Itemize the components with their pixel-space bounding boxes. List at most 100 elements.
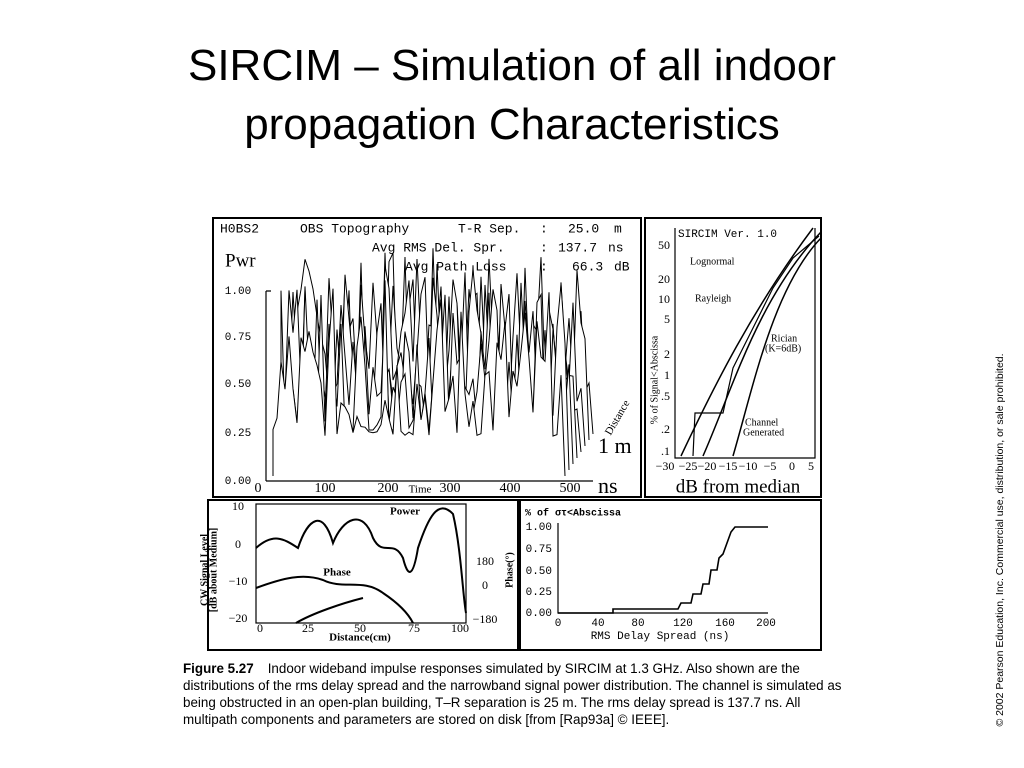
slide-title: SIRCIM – Simulation of all indoor propag… (187, 41, 837, 149)
axis (265, 290, 593, 482)
x-tick-label: 75 (408, 621, 420, 635)
x-tick-label: 160 (715, 618, 735, 630)
curve-label: Generated (743, 427, 784, 438)
header-text: Avg Path Loss (405, 259, 506, 274)
y-label: CW Signal Level (200, 534, 210, 606)
depth-label: Distance (603, 398, 633, 437)
y2-label: Phase(°) (504, 552, 515, 588)
header-text: ns (608, 240, 624, 255)
x-tick-label: −30 (656, 459, 675, 473)
cdf-curve (702, 231, 822, 457)
x-label: Time (409, 484, 432, 496)
header-text: m (614, 221, 622, 236)
x-tick-label: 200 (756, 618, 776, 630)
y-tick-label: .1 (661, 444, 670, 458)
y-tick-label: 10 (658, 292, 670, 306)
curve-label: (K=6dB) (765, 343, 801, 354)
header-text: OBS Topography (300, 221, 409, 236)
y-label: % of Signal<Abscissa (649, 335, 660, 424)
y-tick-label: 0.50 (225, 379, 251, 391)
y-tick-label: 0.25 (526, 587, 552, 599)
y-tick-label: −10 (229, 574, 248, 588)
x-tick-label: −15 (719, 459, 738, 473)
y-tick-label: −20 (229, 611, 248, 625)
y-label: [dB about Medium] (208, 528, 219, 612)
x-tick-label: 400 (500, 481, 521, 496)
axis (557, 523, 768, 614)
y-tick-label: 0.00 (225, 476, 251, 488)
copyright: © 2002 Pearson Education, Inc. Commercia… (994, 353, 1006, 727)
y2-tick-label: −180 (473, 612, 498, 626)
y-tick-label: 10 (232, 499, 244, 513)
header-text: 66.3 (572, 259, 603, 274)
plot-frame (255, 503, 467, 624)
y-tick-label: 5 (664, 312, 670, 326)
x-tick-label: 0 (255, 481, 262, 496)
x-tick-label: 25 (302, 621, 314, 635)
caption-label: Figure 5.27 (183, 661, 254, 676)
x-tick-label: −25 (679, 459, 698, 473)
y2-tick-label: 0 (482, 578, 488, 592)
caption: Figure 5.27 Indoor wideband impulse respo… (183, 660, 851, 728)
x-tick-label: 500 (560, 481, 581, 496)
x-tick-label: 40 (591, 618, 604, 630)
y-tick-label: 0.50 (526, 566, 552, 578)
curve-label: Rayleigh (695, 293, 731, 304)
y-tick-label: 20 (658, 272, 670, 286)
x-tick-label: 0 (789, 459, 795, 473)
x-tick-label: 80 (631, 618, 644, 630)
y-tick-label: 0.00 (526, 608, 552, 620)
y-tick-label: 0 (235, 537, 241, 551)
x-tick-label: 100 (315, 481, 336, 496)
x-tick-label: 200 (378, 481, 399, 496)
header-text: H0BS2 (220, 221, 259, 236)
header-text: T-R Sep. (458, 221, 520, 236)
y-tick-label: 1.00 (526, 522, 552, 534)
header-text: dB (614, 259, 630, 274)
axis (674, 228, 816, 459)
x-tick-label: 50 (354, 621, 366, 635)
figure-body: H0BS2 OBS Topography T-R Sep.: 25.0 m Avg RMS… (200, 217, 822, 651)
cdf-curve (732, 237, 822, 457)
y-tick-label: 0.75 (526, 544, 552, 556)
header-text: : (540, 259, 548, 274)
figure: H0BS2 OBS Topography T-R Sep.: 25.0 m Avg RMS… (200, 217, 822, 651)
caption-text: Indoor wideband impulse responses simula… (183, 661, 842, 727)
x-label: dB from median (676, 476, 801, 497)
delay-cdf (558, 526, 768, 614)
panel-border (644, 217, 822, 498)
x-label: RMS Delay Spread (ns) (591, 631, 730, 643)
panel-border (212, 217, 642, 498)
panel-border (207, 499, 519, 651)
x-tick-label: −20 (698, 459, 717, 473)
x-tick-label: −10 (739, 459, 758, 473)
x-tick-label: 0 (257, 621, 263, 635)
header-text: : (540, 240, 548, 255)
y-tick-label: 50 (658, 238, 670, 252)
y2-tick-label: 180 (476, 554, 494, 568)
x-label: Distance(cm) (329, 632, 391, 644)
x-tick-label: 5 (808, 459, 814, 473)
y-label: Pwr (225, 250, 256, 271)
x-tick-label: 0 (555, 618, 562, 630)
y-tick-label: 1 (664, 368, 670, 382)
header-text: 137.7 (558, 240, 597, 255)
x-tick-label: 100 (451, 621, 469, 635)
power-curve (255, 507, 467, 614)
depth-value: 1 m (598, 433, 632, 458)
curve-label: Channel (745, 417, 779, 428)
y-tick-label: 1.00 (225, 286, 251, 298)
waveform (272, 288, 566, 477)
x-tick-label: −5 (764, 459, 777, 473)
curve-label: Lognormal (690, 256, 735, 267)
panel-title: SIRCIM Ver. 1.0 (678, 229, 777, 241)
curve-label: Power (390, 506, 420, 518)
y-label: % of στ<Abscissa (525, 508, 621, 520)
y-tick-label: 0.25 (225, 428, 251, 440)
y-tick-label: 2 (664, 347, 670, 361)
phase-curve (255, 575, 414, 624)
x-tick-label: 300 (440, 481, 461, 496)
y-tick-label: .2 (661, 422, 670, 436)
y-tick-label: 0.75 (225, 332, 251, 344)
